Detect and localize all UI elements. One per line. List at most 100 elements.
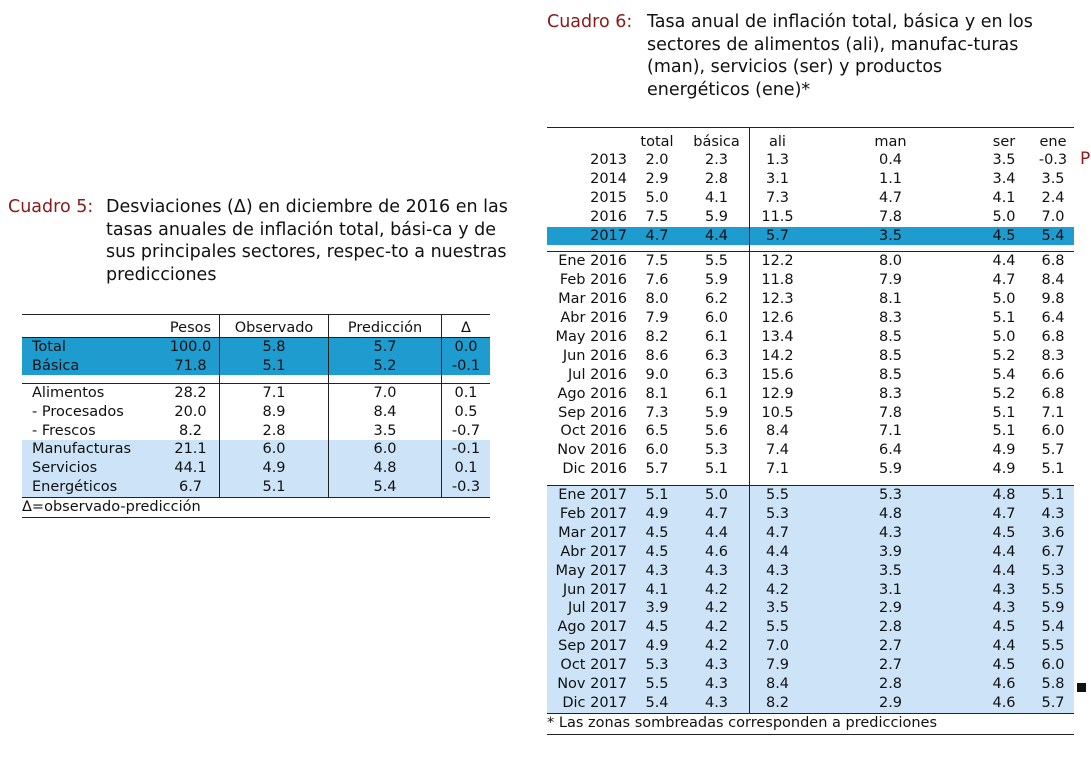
t6-row-cell-3: 7.9 <box>749 656 805 676</box>
t6-row-cell-1: 4.5 <box>630 618 684 638</box>
t6-row: 2013 2.0 2.3 1.3 0.4 3.5 -0.3 <box>547 151 1074 170</box>
t6-row-cell-1: 6.0 <box>645 442 669 459</box>
t6-row-cell-0: Feb 2016 <box>559 272 627 289</box>
t6-row-cell-0: Oct 2016 <box>560 423 627 440</box>
t6-row-cell-5: 4.4 <box>976 251 1032 272</box>
t5-note-row: Δ=observado-predicción <box>22 496 490 517</box>
t6-row-cell-2: 6.1 <box>704 385 729 402</box>
t6-row-cell-1: 8.2 <box>645 328 669 345</box>
t5-row: Total 100.0 5.8 5.7 0.0 <box>22 336 490 357</box>
t6-row-cell-0: Jun 2016 <box>562 347 627 364</box>
t6-row: Nov 2017 5.5 4.3 8.4 2.8 4.6 5.8 <box>547 675 1074 694</box>
t6-row-cell-6: 3.6 <box>1032 523 1074 543</box>
t6-row: 2015 5.0 4.1 7.3 4.7 4.1 2.4 <box>547 188 1074 208</box>
t6-row-cell-1: 4.9 <box>630 505 684 524</box>
t6-row: Oct 2017 5.3 4.3 7.9 2.7 4.5 6.0 <box>547 656 1074 676</box>
t6-row: May 2016 8.2 6.1 13.4 8.5 5.0 6.8 <box>547 328 1074 347</box>
t6-row-cell-3: 12.9 <box>749 384 805 404</box>
t6-row-cell-1: 9.0 <box>645 366 669 383</box>
t5-row-cell-2: 8.9 <box>219 403 329 422</box>
t6-row-cell-4: 8.5 <box>878 366 903 383</box>
t5-row-cell-1: 6.7 <box>162 477 220 497</box>
t6-row-cell-0: Feb 2017 <box>547 505 630 524</box>
t6-row-cell-2: 4.2 <box>684 618 750 638</box>
t6-row-cell-4: 8.3 <box>878 385 903 402</box>
t5-row: Energéticos 6.7 5.1 5.4 -0.3 <box>22 477 490 497</box>
t6-row-cell-5: 4.4 <box>976 561 1032 581</box>
t5-row-cell-1: 71.8 <box>162 356 220 376</box>
t6-row-cell-3: 12.3 <box>749 290 805 310</box>
t6-row-cell-5: 5.4 <box>992 366 1016 383</box>
t6-row-cell-0: Abr 2017 <box>547 542 630 562</box>
t6-row-cell-1: 2.9 <box>645 170 669 187</box>
t5-header-row-cell-0 <box>22 314 162 338</box>
t6-row-cell-3: 3.1 <box>749 169 805 189</box>
t6-row-cell-2: 6.2 <box>704 291 729 308</box>
t6-row-cell-1: 7.5 <box>645 208 669 225</box>
t6-row-cell-0: Sep 2017 <box>547 637 630 657</box>
t6-row-cell-1: 6.5 <box>645 423 669 440</box>
t6-row: Jul 2016 9.0 6.3 15.6 8.5 5.4 6.6 <box>547 365 1074 385</box>
t6-row-cell-6: 5.9 <box>1032 599 1074 619</box>
t6-row-cell-5: 4.6 <box>976 693 1032 714</box>
t6-row-cell-6: 5.8 <box>1032 675 1074 694</box>
t6-row-cell-6: 5.7 <box>1032 693 1074 714</box>
t6-row-cell-5: 4.5 <box>976 523 1032 543</box>
t6-row-cell-5: 4.7 <box>992 272 1016 289</box>
t6-row: Jun 2016 8.6 6.3 14.2 8.5 5.2 8.3 <box>547 346 1074 366</box>
caption-5-label: Cuadro 5: <box>8 197 94 217</box>
t5-row-cell-0: Manufacturas <box>22 440 162 460</box>
t6-row-cell-1: 5.5 <box>630 675 684 694</box>
t5-header-row-cell-4: Δ <box>441 314 490 338</box>
t6-row-cell-3: 7.4 <box>749 441 805 461</box>
t5-row: - Procesados 20.0 8.9 8.4 0.5 <box>22 403 490 422</box>
t5-note: Δ=observado-predicción <box>22 496 490 517</box>
t6-row: Dic 2016 5.7 5.1 7.1 5.9 4.9 5.1 <box>547 460 1074 480</box>
t6-row-cell-5: 4.3 <box>976 599 1032 619</box>
t6-header-row-cell-4: man <box>874 134 907 150</box>
t6-row-cell-1: 4.9 <box>630 637 684 657</box>
t6-row-cell-2: 5.6 <box>704 423 729 440</box>
t6-row-cell-0: Nov 2017 <box>547 675 630 694</box>
t6-row-cell-3: 5.7 <box>749 226 805 246</box>
t6-row-cell-5: 5.1 <box>992 404 1016 421</box>
t6-row-cell-6: 3.5 <box>1041 170 1065 187</box>
t6-row-cell-0: Ene 2017 <box>547 485 630 506</box>
t5-row-cell-2: 6.0 <box>219 440 329 460</box>
t6-row: Feb 2016 7.6 5.9 11.8 7.9 4.7 8.4 <box>547 271 1074 291</box>
t5-row-cell-3: 3.5 <box>328 421 442 441</box>
t6-row-cell-4: 2.8 <box>805 618 976 638</box>
t6-row-cell-4: 4.8 <box>805 505 976 524</box>
t6-row-cell-3: 13.4 <box>749 328 805 347</box>
t6-row-cell-4: 5.3 <box>805 485 976 506</box>
t6-row-cell-0: Jul 2016 <box>567 366 627 383</box>
t6-row-cell-6: 8.4 <box>1041 272 1065 289</box>
t6-header-row: total básica ali man ser ene <box>547 134 1074 151</box>
t5-row-cell-0: Total <box>22 336 162 357</box>
t6-row-cell-4: 3.1 <box>805 580 976 600</box>
t6-row-cell-0: Ago 2017 <box>547 618 630 638</box>
t5-row-cell-0: Básica <box>22 356 162 376</box>
t6-row-cell-2: 2.8 <box>704 170 729 187</box>
t5-row-cell-4: 0.5 <box>441 403 490 422</box>
t6-row-cell-6: 4.3 <box>1032 505 1074 524</box>
t5-row-cell-0: - Procesados <box>32 403 124 420</box>
t5-header-row: Pesos Observado Predicción Δ <box>22 314 490 338</box>
t6-row-cell-3: 7.3 <box>749 188 805 208</box>
t6-row-cell-2: 6.3 <box>704 366 729 383</box>
t6-row-cell-6: 2.4 <box>1041 189 1065 206</box>
t6-row-cell-5: 4.5 <box>976 656 1032 676</box>
t6-row-cell-2: 5.9 <box>704 272 729 289</box>
t6-row: Jun 2017 4.1 4.2 4.2 3.1 4.3 5.5 <box>547 580 1074 600</box>
t6-row-cell-4: 2.9 <box>805 693 976 714</box>
t6-row-cell-4: 7.1 <box>878 423 903 440</box>
t6-row-cell-1: 5.4 <box>630 693 684 714</box>
t5-row-cell-3: 4.8 <box>328 459 442 478</box>
t6-row-cell-3: 12.2 <box>749 251 805 272</box>
t6-row-cell-6: 7.1 <box>1041 404 1065 421</box>
t6-row-cell-6: 5.3 <box>1032 561 1074 581</box>
t6-row-cell-5: 4.9 <box>992 442 1016 459</box>
t6-row-cell-2: 6.0 <box>704 310 729 327</box>
t6-row-cell-2: 4.2 <box>684 599 750 619</box>
t6-row-cell-4: 8.0 <box>805 251 976 272</box>
